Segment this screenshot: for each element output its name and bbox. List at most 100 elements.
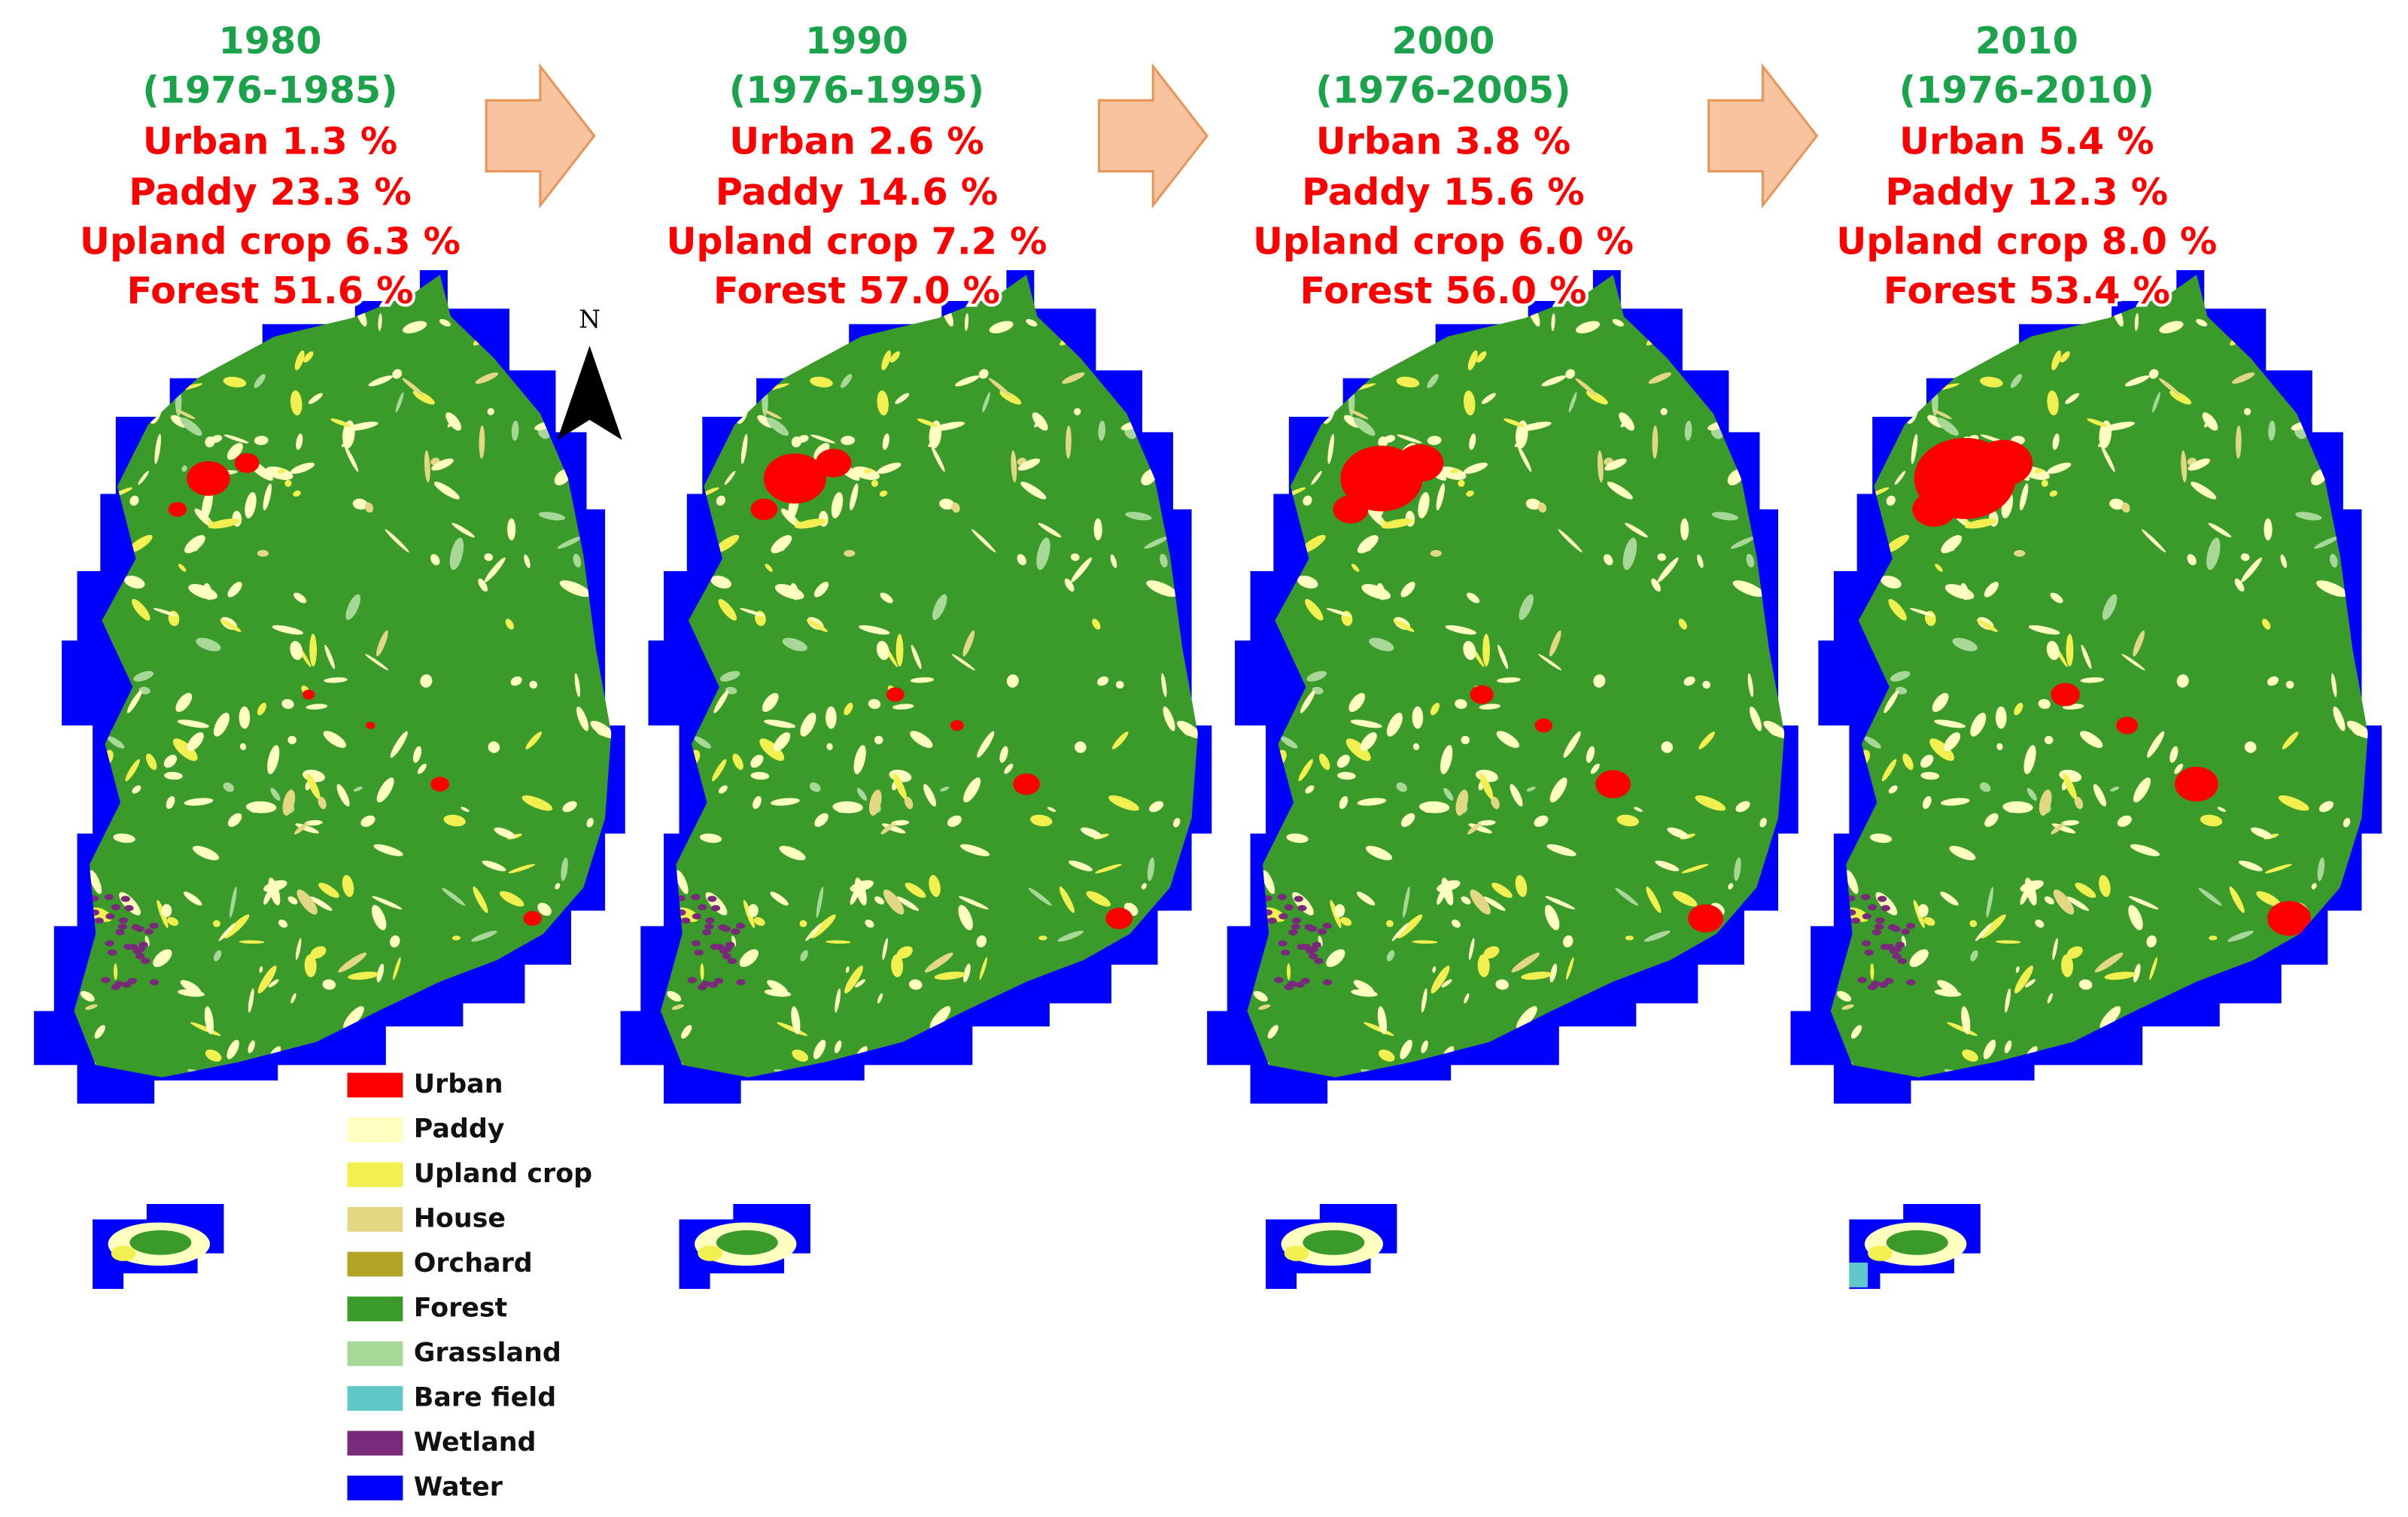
patch <box>1288 365 1312 383</box>
patch <box>964 313 969 331</box>
patch <box>1935 564 1943 572</box>
urban-patch <box>1975 439 2033 487</box>
urban-patch <box>815 448 852 478</box>
patch <box>1396 782 1407 792</box>
patch <box>132 598 150 621</box>
patch <box>227 442 243 461</box>
patch <box>2250 827 2273 839</box>
patch <box>1979 782 1991 792</box>
patch <box>1476 351 1487 363</box>
patch <box>1941 535 1963 554</box>
patch <box>1841 1004 1854 1010</box>
patch <box>1306 360 1318 368</box>
patch <box>1830 463 1842 476</box>
patch <box>1526 786 1536 792</box>
patch <box>336 783 350 807</box>
patch <box>1684 304 1699 324</box>
patch <box>1074 408 1081 415</box>
panel-year: 1980 <box>218 19 321 62</box>
patch <box>223 376 247 388</box>
patch <box>390 935 400 948</box>
patch <box>2267 304 2283 324</box>
patch <box>239 706 251 729</box>
patch <box>1949 846 1976 861</box>
patch <box>2187 554 2197 566</box>
patch <box>1975 316 1990 339</box>
patch <box>1436 483 1445 511</box>
patch <box>1731 388 1753 403</box>
patch <box>1463 462 1488 474</box>
patch <box>223 434 249 444</box>
patch <box>2052 938 2058 960</box>
patch <box>1305 785 1315 794</box>
patch <box>574 673 581 698</box>
patch <box>711 758 727 782</box>
wetland-patch <box>727 958 737 965</box>
patch <box>1172 978 1186 996</box>
patch <box>603 468 612 491</box>
patch <box>874 735 883 744</box>
patch <box>107 736 125 749</box>
patch <box>672 435 693 449</box>
patch <box>1121 980 1128 1001</box>
wetland-patch <box>1267 917 1277 924</box>
wetland-patch <box>122 981 132 988</box>
patch <box>1943 732 1961 752</box>
patch <box>176 409 196 420</box>
patch <box>1655 860 1680 871</box>
patch <box>510 676 522 686</box>
patch <box>1273 348 1292 358</box>
patch <box>981 1068 999 1078</box>
patch <box>844 965 863 994</box>
patch <box>2099 1006 2121 1030</box>
patch <box>835 988 841 1013</box>
patch <box>1172 817 1181 828</box>
patch <box>774 584 804 600</box>
patch <box>1427 373 1439 388</box>
patch <box>424 450 430 483</box>
patch <box>227 1039 239 1059</box>
patch <box>2329 554 2338 568</box>
patch <box>826 743 833 750</box>
legend-label: Orchard <box>414 1248 533 1278</box>
patch <box>1247 534 1275 546</box>
legend-label: Grassland <box>414 1338 561 1368</box>
patch <box>420 1054 448 1068</box>
patch <box>1521 971 1552 980</box>
patch <box>1280 736 1298 749</box>
patch <box>2050 592 2063 603</box>
patch <box>1981 914 2006 939</box>
patch <box>1586 746 1595 763</box>
patch <box>461 807 470 812</box>
patch <box>2093 783 2106 807</box>
panel <box>34 269 625 1289</box>
patch <box>2292 1046 2300 1061</box>
patch <box>2125 375 2150 387</box>
wetland-patch <box>1274 977 1284 983</box>
patch <box>877 390 889 416</box>
patch <box>376 963 385 983</box>
wetland-patch <box>149 979 160 986</box>
patch <box>403 1043 412 1053</box>
patch <box>1451 920 1461 928</box>
wetland-patch <box>1288 929 1298 936</box>
patch <box>2066 634 2074 667</box>
patch <box>507 518 516 541</box>
patch <box>114 365 138 383</box>
patch <box>720 360 732 368</box>
patch <box>2311 883 2317 889</box>
patch <box>306 704 328 710</box>
wetland-patch <box>120 895 130 902</box>
patch <box>199 321 234 330</box>
legend-swatch <box>347 1297 403 1321</box>
patch <box>2262 619 2271 630</box>
patch <box>1541 375 1566 387</box>
patch <box>1495 979 1510 990</box>
patch <box>770 891 789 906</box>
patch <box>1075 741 1087 753</box>
patch <box>883 889 905 915</box>
legend-label: Wetland <box>414 1427 537 1458</box>
patch <box>2141 529 2166 553</box>
patch <box>1441 877 1454 906</box>
patch <box>114 963 118 980</box>
